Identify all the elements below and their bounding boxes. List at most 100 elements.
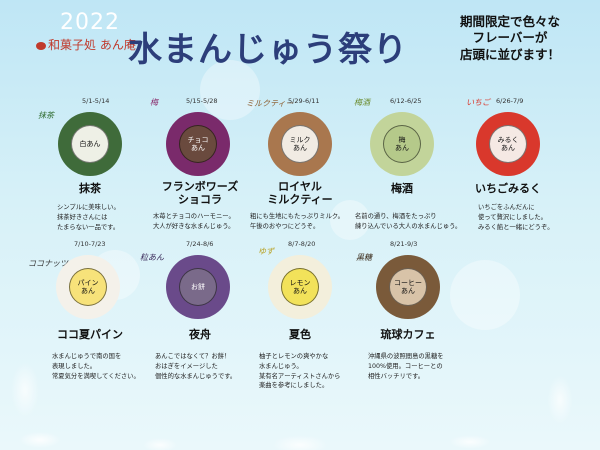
- desc-line: みるく餡と一緒にどうぞ。: [478, 223, 554, 231]
- desc-line: 某有名アーティストさんから: [259, 372, 341, 380]
- manju-circle: みるく あん: [476, 112, 540, 176]
- shop-name: 和菓子処 あん庵: [48, 38, 136, 52]
- filling-label: ミルク: [289, 135, 311, 144]
- flavor-tag: ゆず: [258, 247, 274, 256]
- desc-line: 水まんじゅう。: [259, 362, 303, 370]
- flavor-tag: 梅酒: [354, 98, 370, 107]
- period-date: 5/1-5/14: [82, 97, 110, 105]
- notice-text: 期間限定で色々な フレーバーが 店頭に並びます！: [425, 14, 595, 63]
- page-title: 水まんじゅう祭り: [128, 30, 408, 70]
- manju-circle: 白あん: [58, 112, 122, 176]
- manju-circle: チョコ あん: [166, 112, 230, 176]
- period-date: 7/24-8/6: [186, 240, 214, 248]
- item-name: 琉球カフェ: [358, 328, 458, 342]
- manju-filling: 梅 あん: [383, 125, 421, 163]
- filling-label: あん: [81, 287, 95, 295]
- manju-filling: お餅: [179, 268, 217, 306]
- manju-filling: コーヒー あん: [389, 268, 427, 306]
- item-name-line: 琉球カフェ: [380, 328, 436, 341]
- period-date: 8/7-8/20: [288, 240, 316, 248]
- item-description: 沖縄県の波照間島の黒糖を 100%使用。コーヒーとの 相性バッチリです。: [368, 352, 444, 381]
- desc-line: 楽曲を参考にしました。: [259, 382, 329, 390]
- notice-line: フレーバーが: [472, 30, 548, 46]
- item-name-line: ショコラ: [178, 192, 222, 206]
- item-name: 抹茶: [60, 182, 120, 196]
- shop-logo-icon: [36, 41, 46, 50]
- item-description: 水まんじゅうで南の国を 表現しました。 常夏気分を満喫してください。: [52, 352, 140, 381]
- filling-label: お餅: [191, 282, 205, 291]
- desc-line: 使って贅沢にしました。: [478, 213, 547, 221]
- desc-line: 抹茶好きさんには: [57, 213, 108, 221]
- notice-line: 店頭に並びます！: [459, 46, 560, 62]
- flavor-tag: 粒あん: [140, 253, 164, 262]
- flavor-tag: 黒糖: [356, 253, 372, 262]
- item-name-line: いちごみるく: [475, 182, 541, 195]
- desc-line: 練り込んでいる大人の水まんじゅう。: [355, 222, 462, 230]
- manju-circle: コーヒー あん: [376, 255, 440, 319]
- manju-circle: ミルク あん: [268, 112, 332, 176]
- item-name-line: 抹茶: [79, 182, 101, 195]
- manju-filling: パイン あん: [69, 268, 107, 306]
- period-date: 5/29-6/11: [288, 97, 320, 105]
- filling-label: コーヒー: [394, 278, 422, 287]
- filling-label: パイン: [77, 278, 99, 287]
- item-name: 夜舟: [170, 328, 230, 342]
- bokeh-light: [200, 60, 260, 120]
- desc-line: 大人が好きな水まんじゅう。: [153, 222, 235, 230]
- filling-label: チョコ: [187, 135, 209, 144]
- manju-circle: 梅 あん: [370, 112, 434, 176]
- period-date: 5/15-5/28: [186, 97, 218, 105]
- item-description: 粗にも生地にもたっぷりミルク。 午後のおやつにどうぞ。: [250, 212, 344, 232]
- manju-filling: みるく あん: [489, 125, 527, 163]
- item-name-line: ミルクティー: [267, 192, 333, 206]
- period-date: 7/10-7/23: [74, 240, 106, 248]
- desc-line: 沖縄県の波照間島の黒糖を: [368, 353, 444, 360]
- item-description: いちごをふんだんに 使って贅沢にしました。 みるく餡と一緒にどうぞ。: [478, 203, 554, 232]
- filling-label: あん: [395, 144, 409, 152]
- item-name-line: ロイヤル: [278, 180, 322, 193]
- filling-label: レモン: [289, 278, 311, 287]
- flavor-tag: ミルクティー: [246, 99, 294, 108]
- desc-line: シンプルに美味しい。: [57, 204, 120, 211]
- notice-line: 期間限定で色々な: [459, 14, 560, 29]
- item-description: 名前の通り、梅酒をたっぷり 練り込んでいる大人の水まんじゅう。: [355, 212, 461, 232]
- period-date: 6/12-6/25: [390, 97, 422, 105]
- filling-label: 白あん: [79, 139, 101, 148]
- manju-circle: レモン あん: [268, 255, 332, 319]
- manju-filling: 白あん: [71, 125, 109, 163]
- desc-line: 水まんじゅうで南の国を: [52, 353, 122, 360]
- desc-line: 個性的な水まんじゅうです。: [155, 372, 237, 380]
- period-date: 8/21-9/3: [390, 240, 418, 248]
- item-name-line: フランボワーズ: [161, 180, 239, 193]
- desc-line: 名前の通り、梅酒をたっぷり: [355, 213, 437, 220]
- desc-line: 100%使用。コーヒーとの: [368, 362, 443, 370]
- item-description: 木苺とチョコのハーモニー。 大人が好きな水まんじゅう。: [153, 212, 235, 232]
- item-name: ロイヤル ミルクティー: [250, 180, 350, 206]
- desc-line: 相性バッチリです。: [368, 372, 425, 380]
- desc-line: 柚子とレモンの爽やかな: [259, 353, 329, 360]
- manju-filling: レモン あん: [281, 268, 319, 306]
- flavor-tag: 抹茶: [38, 111, 54, 120]
- manju-filling: チョコ あん: [179, 125, 217, 163]
- item-name: いちごみるく: [458, 182, 558, 196]
- item-name-line: 夜舟: [189, 328, 211, 341]
- item-name-line: ココ夏パイン: [57, 328, 123, 341]
- filling-label: あん: [501, 144, 515, 152]
- filling-label: みるく: [497, 135, 519, 144]
- flavor-tag: いちご: [466, 98, 490, 107]
- manju-circle: パイン あん: [56, 255, 120, 319]
- year-label: 2022: [60, 10, 120, 35]
- leaf-silhouettes: [0, 330, 600, 450]
- filling-label: あん: [191, 144, 205, 152]
- item-description: シンプルに美味しい。 抹茶好きさんには たまらない一品です。: [57, 203, 120, 232]
- desc-line: いちごをふんだんに: [478, 204, 535, 211]
- flavor-tag: ココナッツ: [28, 259, 68, 268]
- desc-line: あんこではなくて？お餅！: [155, 353, 231, 360]
- desc-line: 粗にも生地にもたっぷりミルク。: [250, 213, 344, 220]
- shop-logo: 和菓子処 あん庵: [36, 36, 136, 53]
- filling-label: あん: [293, 144, 307, 152]
- desc-line: たまらない一品です。: [57, 223, 120, 231]
- bokeh-light: [450, 260, 520, 330]
- filling-label: あん: [293, 287, 307, 295]
- item-name: ココ夏パイン: [40, 328, 140, 342]
